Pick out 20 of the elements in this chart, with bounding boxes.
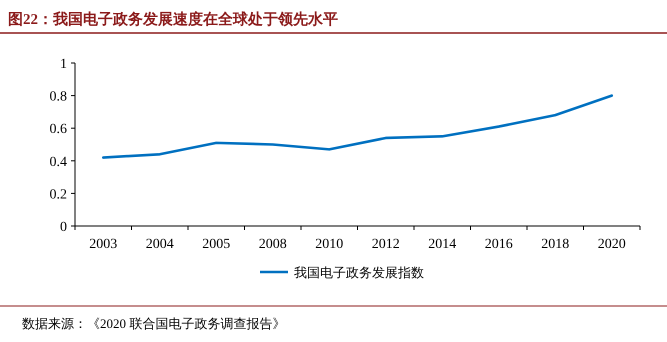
chart-title: 图22：我国电子政务发展速度在全球处于领先水平 xyxy=(8,10,338,28)
x-tick-label: 2008 xyxy=(258,237,287,252)
y-tick-label: 0.2 xyxy=(50,187,67,202)
y-tick-label: 1 xyxy=(60,57,67,72)
x-tick-label: 2004 xyxy=(146,237,174,252)
x-tick-label: 2016 xyxy=(484,237,513,252)
x-tick-label: 2012 xyxy=(372,237,400,252)
x-tick-label: 2014 xyxy=(428,237,456,252)
y-tick-label: 0.8 xyxy=(50,90,67,105)
y-tick-label: 0.4 xyxy=(50,154,67,170)
legend-label: 我国电子政务发展指数 xyxy=(294,265,424,280)
source-note: 数据来源：《2020 联合国电子政务调查报告》 xyxy=(22,316,286,331)
y-tick-label: 0.6 xyxy=(50,122,67,138)
x-tick-label: 2020 xyxy=(598,237,626,252)
x-tick-label: 2003 xyxy=(89,237,118,252)
x-tick-label: 2010 xyxy=(315,237,344,252)
y-tick-label: 0 xyxy=(60,220,67,235)
line-series xyxy=(102,94,614,159)
x-tick-label: 2018 xyxy=(541,237,570,252)
x-tick-label: 2005 xyxy=(202,237,230,252)
